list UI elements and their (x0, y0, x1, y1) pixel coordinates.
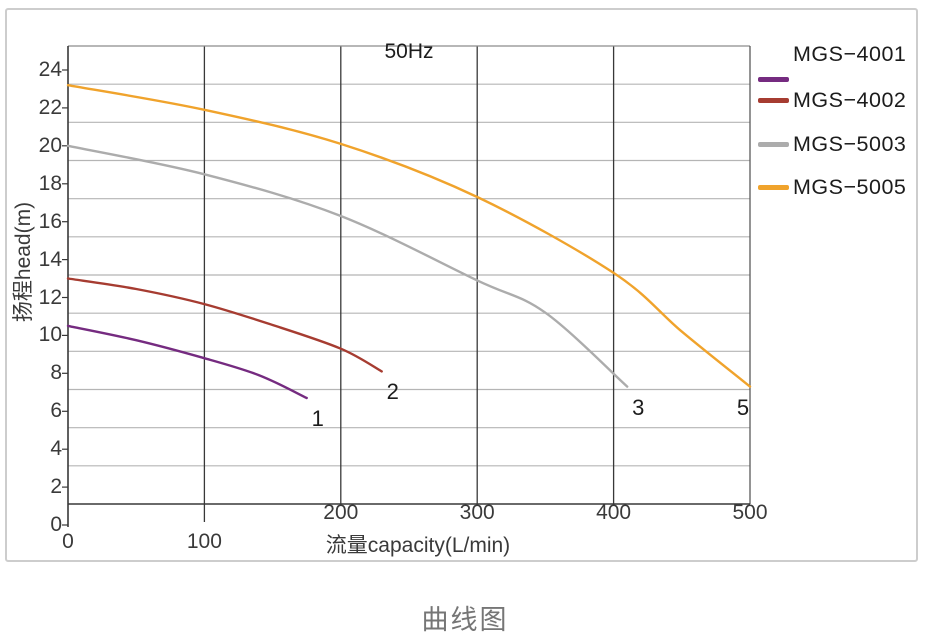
x-tick-label: 400 (596, 501, 632, 524)
y-tick-label: 14 (38, 247, 62, 271)
y-tick-label: 2 (50, 475, 62, 499)
curve-end-label: 3 (632, 394, 645, 420)
y-tick-label: 12 (38, 285, 62, 309)
y-tick-label: 22 (38, 95, 62, 119)
curve-series-3 (66, 144, 629, 388)
legend-swatch-icon (758, 184, 789, 190)
curve-end-label: 1 (311, 406, 324, 431)
y-tick-label: 6 (50, 399, 62, 423)
curve-end-label: 2 (386, 379, 399, 405)
curve-end-label: 5 (736, 394, 750, 420)
curve-series-4 (66, 84, 752, 388)
y-tick-label: 18 (38, 171, 62, 195)
y-tick-label: 0 (50, 513, 62, 536)
curve-series-1 (66, 324, 308, 400)
y-tick-label: 20 (38, 133, 62, 157)
legend-label: MGS−4001 (793, 42, 907, 66)
y-tick-label: 4 (50, 437, 62, 461)
legend-swatch-icon (758, 141, 789, 147)
legend-swatch-icon (758, 97, 789, 103)
y-tick-label: 8 (50, 361, 62, 385)
x-axis-title: 流量capacity(L/min) (325, 534, 511, 557)
x-tick-label: 300 (459, 501, 495, 524)
legend-label: MGS−4002 (793, 88, 907, 112)
caption: 曲线图 (421, 605, 509, 635)
legend-swatch-icon (758, 76, 789, 82)
x-tick-label: 200 (323, 501, 359, 524)
y-tick-label: 16 (38, 209, 62, 233)
legend-label: MGS−5005 (793, 175, 907, 199)
legend-label: MGS−5003 (793, 132, 907, 156)
y-tick-label: 10 (38, 323, 62, 347)
chart-title: 50Hz (384, 40, 434, 63)
x-tick-label: 100 (186, 530, 222, 553)
y-tick-label: 24 (38, 58, 62, 81)
x-tick-label: 500 (732, 501, 768, 524)
curve-series-2 (66, 277, 383, 373)
x-tick-label: 0 (62, 530, 74, 553)
